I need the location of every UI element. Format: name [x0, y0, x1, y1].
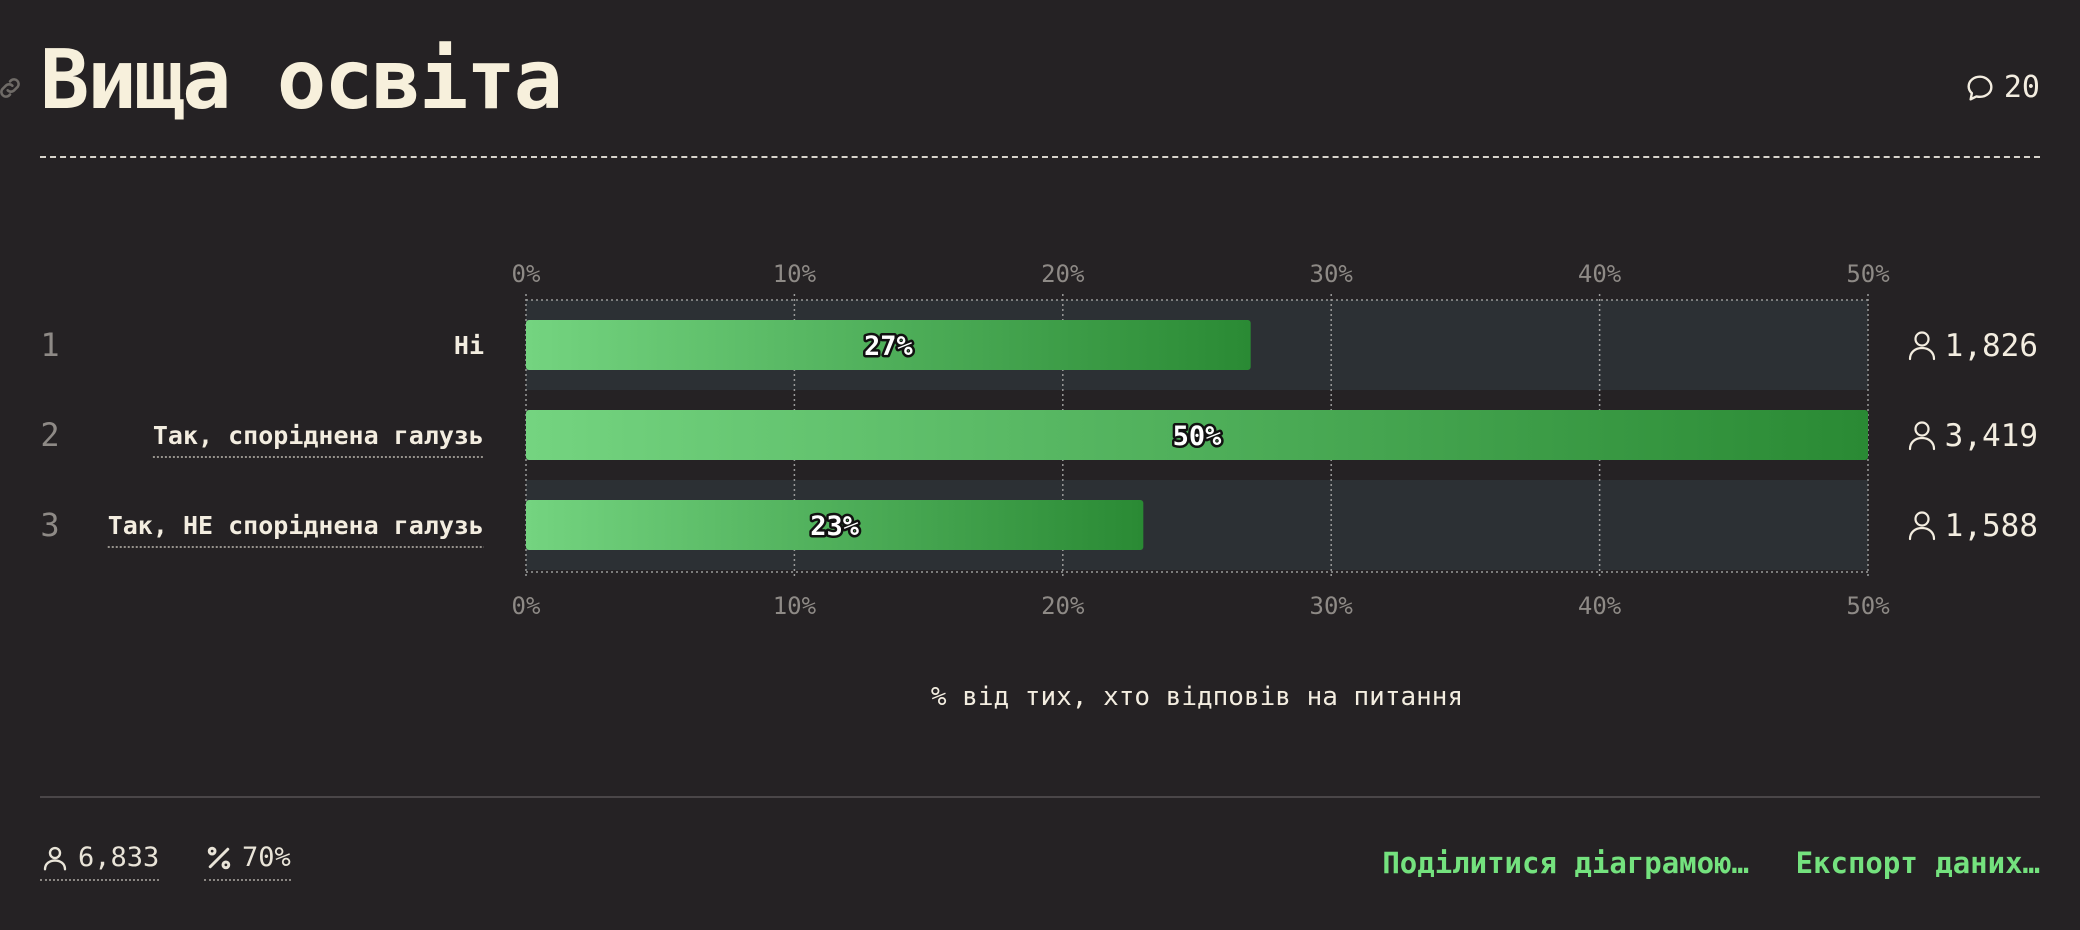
x-tick-label-bottom: 40%	[1578, 592, 1622, 620]
bar	[526, 500, 1144, 550]
person-icon-head	[1914, 421, 1930, 437]
bar	[526, 320, 1251, 370]
bar-value-label: 27%	[864, 331, 914, 362]
category-label: Так, споріднена галузь	[153, 421, 484, 450]
x-tick-label-top: 20%	[1041, 260, 1085, 288]
x-tick-label-bottom: 10%	[773, 592, 817, 620]
x-tick-label-top: 30%	[1310, 260, 1354, 288]
footer-divider	[40, 796, 2040, 798]
x-tick-label-bottom: 20%	[1041, 592, 1085, 620]
person-icon-body	[1908, 346, 1936, 361]
respondent-count-value: 1,826	[1945, 328, 2038, 364]
comments-count: 20	[2003, 70, 2040, 105]
person-icon-body	[1908, 526, 1936, 541]
person-icon-head	[1914, 511, 1930, 527]
x-tick-label-bottom: 30%	[1310, 592, 1354, 620]
export-data-link[interactable]: Експорт даних…	[1795, 846, 2040, 880]
row-number: 3	[40, 506, 59, 544]
category-label: Так, НЕ споріднена галузь	[108, 511, 484, 540]
respondent-count	[1908, 421, 1936, 451]
total-respondents[interactable]: 6,833	[40, 842, 160, 881]
comment-icon	[1967, 74, 1993, 101]
person-icon-body	[1908, 436, 1936, 451]
percent-icon	[207, 846, 231, 869]
header-divider	[40, 156, 2040, 158]
respondent-count	[1908, 331, 1936, 361]
respondent-count	[1908, 511, 1936, 541]
person-icon-head	[1914, 331, 1930, 347]
respondent-count-value: 1,588	[1945, 508, 2038, 544]
link-icon[interactable]	[0, 74, 24, 102]
x-axis-title: % від тих, хто відповів на питання	[931, 682, 1463, 712]
comments-button[interactable]: 20	[1964, 70, 2040, 105]
x-tick-label-top: 0%	[512, 260, 541, 288]
x-tick-label-bottom: 50%	[1846, 592, 1890, 620]
row-number: 2	[40, 416, 59, 454]
share-chart-link[interactable]: Поділитися діаграмою…	[1382, 846, 1749, 880]
bar-chart: 0% 0% 10% 10% 20% 20% 30% 30% 40% 40% 50% 50% 1 Ні 27%…	[40, 260, 2038, 712]
x-tick-label-top: 40%	[1578, 260, 1622, 288]
x-tick-label-top: 10%	[773, 260, 817, 288]
page-title: Вища освіта	[40, 33, 563, 128]
respondent-count-value: 3,419	[1945, 418, 2038, 454]
bar-value-label: 50%	[1173, 421, 1223, 452]
x-tick-label-top: 50%	[1846, 260, 1890, 288]
bar	[526, 410, 1868, 460]
total-respondents-value: 6,833	[78, 842, 160, 873]
row-number: 1	[40, 326, 59, 364]
chart-header: Вища освіта 20	[0, 30, 2040, 158]
x-tick-label-bottom: 0%	[512, 592, 541, 620]
response-rate-value: 70%	[242, 842, 291, 873]
bar-value-label: 23%	[810, 511, 860, 542]
category-label: Ні	[454, 331, 484, 360]
response-rate[interactable]: 70%	[204, 842, 291, 881]
person-icon	[43, 846, 67, 870]
